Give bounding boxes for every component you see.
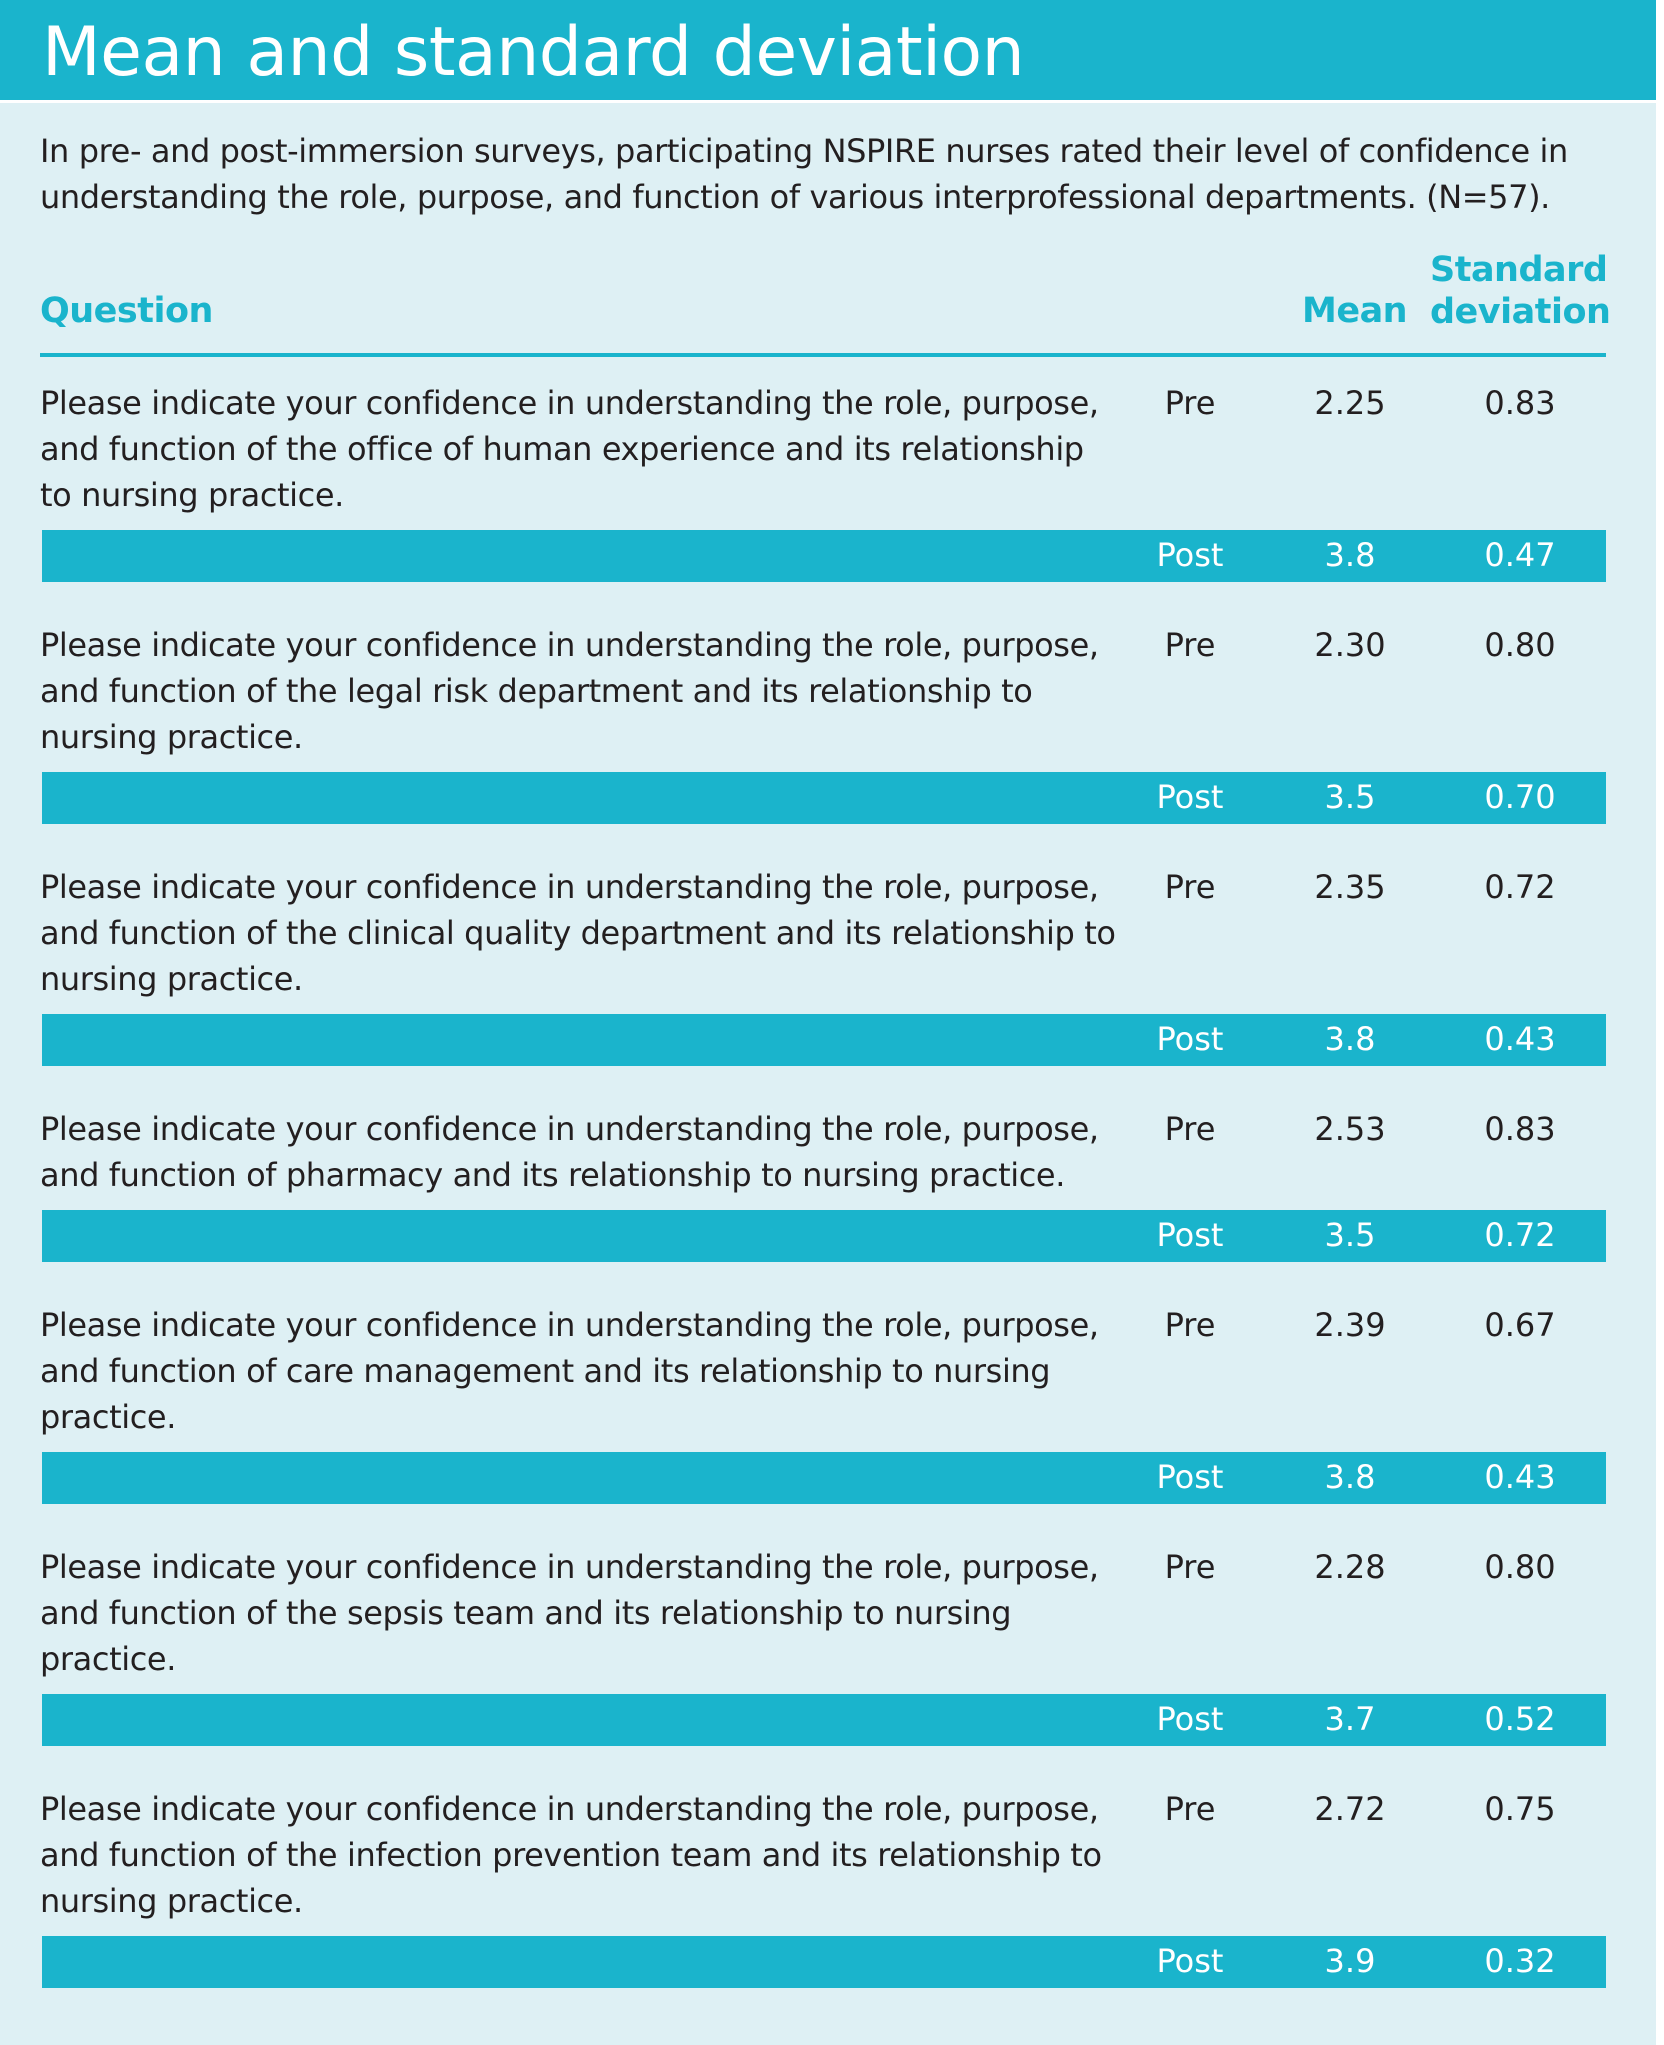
- pre-mean: 2.53: [1314, 1110, 1386, 1148]
- post-row: Post 3.8 0.43: [42, 1014, 1606, 1066]
- pre-sd: 0.72: [1484, 868, 1556, 906]
- right-margin: [1656, 0, 1664, 2045]
- post-mean: 3.8: [1324, 1020, 1376, 1058]
- title-banner: Mean and standard deviation: [0, 0, 1656, 100]
- pre-mean: 2.25: [1314, 384, 1386, 422]
- column-header-sd-line2: deviation: [1430, 292, 1611, 332]
- header-rule: [40, 353, 1606, 357]
- pre-mean: 2.28: [1314, 1548, 1386, 1586]
- pre-sd: 0.67: [1484, 1306, 1556, 1344]
- question-text: Please indicate your confidence in under…: [40, 868, 1116, 998]
- question-text: Please indicate your confidence in under…: [40, 1790, 1102, 1920]
- post-sd: 0.72: [1484, 1216, 1556, 1254]
- post-label: Post: [1156, 1216, 1224, 1254]
- post-label: Post: [1156, 1020, 1224, 1058]
- post-row: Post 3.7 0.52: [42, 1694, 1606, 1746]
- pre-sd: 0.80: [1484, 626, 1556, 664]
- post-sd: 0.70: [1484, 778, 1556, 816]
- post-sd: 0.32: [1484, 1942, 1556, 1980]
- post-row: Post 3.9 0.32: [42, 1936, 1606, 1988]
- pre-sd: 0.80: [1484, 1548, 1556, 1586]
- pre-mean: 2.35: [1314, 868, 1386, 906]
- column-header-mean: Mean: [1302, 291, 1408, 331]
- pre-label: Pre: [1164, 626, 1216, 664]
- column-header-sd-line1: Standard: [1430, 250, 1608, 290]
- pre-mean: 2.39: [1314, 1306, 1386, 1344]
- post-row: Post 3.5 0.72: [42, 1210, 1606, 1262]
- post-mean: 3.9: [1324, 1942, 1376, 1980]
- question-text: Please indicate your confidence in under…: [40, 1110, 1099, 1194]
- pre-mean: 2.30: [1314, 626, 1386, 664]
- banner-divider: [0, 100, 1656, 103]
- post-row: Post 3.8 0.47: [42, 530, 1606, 582]
- post-label: Post: [1156, 536, 1224, 574]
- pre-label: Pre: [1164, 1306, 1216, 1344]
- question-text: Please indicate your confidence in under…: [40, 626, 1099, 756]
- post-mean: 3.7: [1324, 1700, 1376, 1738]
- post-row: Post 3.8 0.43: [42, 1452, 1606, 1504]
- post-mean: 3.8: [1324, 1458, 1376, 1496]
- post-row: Post 3.5 0.70: [42, 772, 1606, 824]
- pre-label: Pre: [1164, 1110, 1216, 1148]
- pre-sd: 0.83: [1484, 384, 1556, 422]
- column-header-standard-deviation: Standard deviation: [1430, 249, 1611, 333]
- post-sd: 0.52: [1484, 1700, 1556, 1738]
- post-mean: 3.5: [1324, 778, 1376, 816]
- question-text: Please indicate your confidence in under…: [40, 1306, 1099, 1436]
- question-text: Please indicate your confidence in under…: [40, 1548, 1099, 1678]
- page-title: Mean and standard deviation: [42, 13, 1025, 92]
- post-sd: 0.43: [1484, 1458, 1556, 1496]
- intro-text: In pre- and post-immersion surveys, part…: [40, 132, 1568, 216]
- question-text: Please indicate your confidence in under…: [40, 384, 1099, 514]
- pre-label: Pre: [1164, 868, 1216, 906]
- pre-label: Pre: [1164, 1548, 1216, 1586]
- post-label: Post: [1156, 778, 1224, 816]
- pre-mean: 2.72: [1314, 1790, 1386, 1828]
- post-mean: 3.5: [1324, 1216, 1376, 1254]
- post-sd: 0.43: [1484, 1020, 1556, 1058]
- post-label: Post: [1156, 1942, 1224, 1980]
- post-label: Post: [1156, 1458, 1224, 1496]
- post-mean: 3.8: [1324, 536, 1376, 574]
- column-header-question: Question: [40, 291, 213, 331]
- pre-sd: 0.75: [1484, 1790, 1556, 1828]
- pre-label: Pre: [1164, 384, 1216, 422]
- post-label: Post: [1156, 1700, 1224, 1738]
- pre-label: Pre: [1164, 1790, 1216, 1828]
- post-sd: 0.47: [1484, 536, 1556, 574]
- pre-sd: 0.83: [1484, 1110, 1556, 1148]
